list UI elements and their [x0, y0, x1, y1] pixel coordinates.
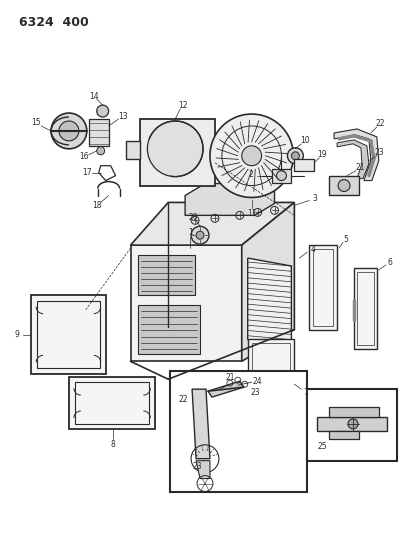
Text: 21: 21: [225, 373, 235, 382]
Polygon shape: [309, 245, 337, 329]
Polygon shape: [131, 245, 242, 361]
Circle shape: [51, 113, 87, 149]
Text: 9: 9: [15, 330, 20, 339]
Text: 11: 11: [247, 209, 256, 218]
Bar: [170, 372, 307, 492]
Text: 2: 2: [248, 170, 253, 179]
Text: 23: 23: [251, 387, 260, 397]
Text: 7: 7: [303, 387, 308, 397]
Polygon shape: [317, 417, 387, 431]
Circle shape: [147, 121, 203, 176]
Polygon shape: [31, 295, 106, 374]
Polygon shape: [295, 159, 314, 171]
Polygon shape: [329, 175, 359, 196]
Polygon shape: [334, 129, 379, 181]
Circle shape: [97, 147, 105, 155]
Polygon shape: [140, 119, 215, 185]
Text: 21: 21: [355, 163, 365, 172]
Text: 22: 22: [178, 394, 188, 403]
Polygon shape: [192, 389, 210, 459]
Text: 23: 23: [375, 148, 385, 157]
Polygon shape: [272, 168, 291, 183]
Polygon shape: [329, 407, 379, 417]
Text: 4: 4: [311, 245, 316, 254]
Polygon shape: [138, 255, 195, 295]
Circle shape: [348, 419, 358, 429]
Circle shape: [277, 171, 286, 181]
Polygon shape: [138, 305, 200, 354]
Circle shape: [97, 105, 109, 117]
Text: 14: 14: [89, 92, 99, 101]
Polygon shape: [248, 340, 295, 384]
Circle shape: [242, 146, 262, 166]
Text: 3: 3: [313, 194, 318, 203]
Text: 15: 15: [31, 118, 41, 127]
Text: 17: 17: [82, 168, 92, 177]
Bar: [307, 389, 397, 461]
Text: 23: 23: [192, 462, 202, 471]
Text: 1: 1: [188, 228, 193, 237]
Circle shape: [191, 227, 209, 244]
Polygon shape: [208, 381, 244, 397]
Text: 24: 24: [253, 377, 262, 386]
Polygon shape: [242, 203, 295, 361]
Text: 22: 22: [375, 119, 385, 128]
Text: 19: 19: [317, 150, 327, 159]
Polygon shape: [126, 141, 140, 159]
Circle shape: [210, 114, 293, 197]
Text: 20: 20: [188, 213, 198, 222]
Polygon shape: [329, 431, 359, 439]
Text: 10: 10: [301, 136, 310, 146]
Circle shape: [59, 121, 79, 141]
Circle shape: [196, 231, 204, 239]
Polygon shape: [69, 377, 155, 429]
Polygon shape: [196, 461, 210, 479]
Text: 8: 8: [110, 440, 115, 449]
Circle shape: [291, 152, 299, 160]
Polygon shape: [248, 258, 291, 348]
Circle shape: [338, 180, 350, 191]
Polygon shape: [89, 119, 109, 146]
Text: 6: 6: [387, 257, 392, 266]
Polygon shape: [337, 140, 369, 179]
Text: 6324  400: 6324 400: [19, 15, 89, 29]
Text: 5: 5: [344, 235, 348, 244]
Text: 18: 18: [92, 201, 102, 210]
Text: 16: 16: [79, 152, 89, 161]
Text: 25: 25: [317, 442, 327, 451]
Text: 13: 13: [118, 111, 127, 120]
Polygon shape: [131, 203, 295, 245]
Polygon shape: [185, 183, 275, 215]
Circle shape: [287, 148, 303, 164]
Text: 12: 12: [178, 101, 188, 110]
Polygon shape: [354, 268, 377, 350]
